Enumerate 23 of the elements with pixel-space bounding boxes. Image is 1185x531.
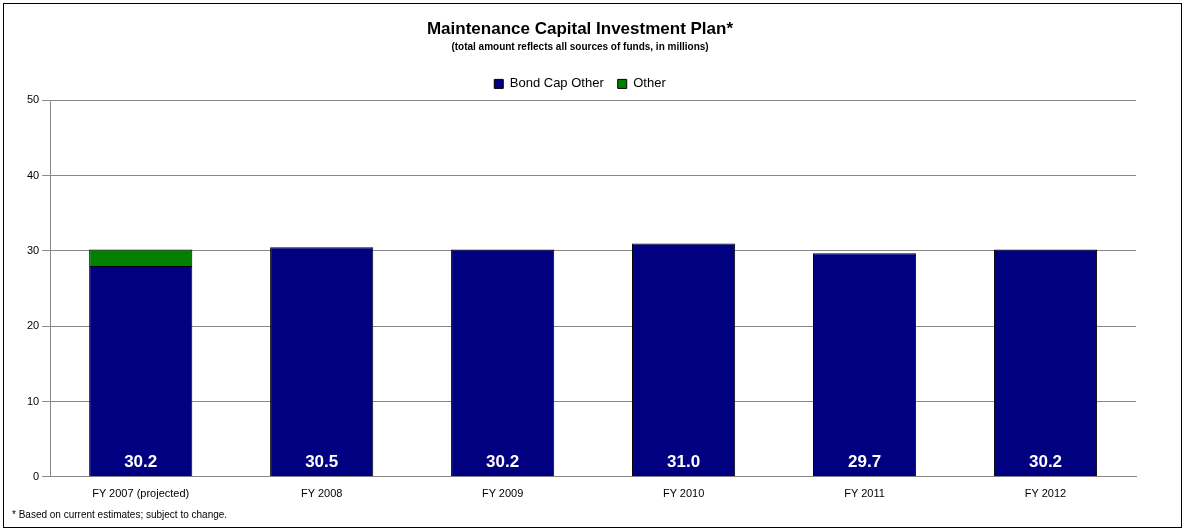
text: * Based on current estimates; subject to change. <box>12 509 228 520</box>
y-tick-label: 30 <box>26 243 40 256</box>
x-tick-label: FY 2010 <box>662 487 705 500</box>
x-tick-label: FY 2012 <box>1024 487 1067 500</box>
legend-label: Other <box>633 75 667 91</box>
x-tick-label: FY 2009 <box>481 487 524 500</box>
total-label: 30.5 <box>305 451 339 471</box>
x-tick-label: FY 2011 <box>844 487 885 500</box>
y-tick-label: 10 <box>26 394 40 407</box>
total-label: 31.0 <box>667 451 701 471</box>
total-label: 30.2 <box>124 451 158 471</box>
y-tick-label: 40 <box>26 168 40 181</box>
y-tick-label: 20 <box>26 319 40 332</box>
legend-label: Bond Cap Other <box>509 75 605 91</box>
total-label: 29.7 <box>848 451 882 471</box>
y-tick-label: 0 <box>33 469 40 482</box>
y-tick-label: 50 <box>26 93 40 106</box>
total-label: 30.2 <box>1028 451 1063 471</box>
chart-title: Maintenance Capital Investment Plan* <box>426 18 734 38</box>
x-tick-label: FY 2008 <box>300 487 343 500</box>
chart-subtitle: (total amount reflects all sources of funds, in millions) <box>451 41 709 53</box>
total-label: 30.2 <box>486 451 520 471</box>
x-tick-label: FY 2007 (projected) <box>92 487 190 500</box>
